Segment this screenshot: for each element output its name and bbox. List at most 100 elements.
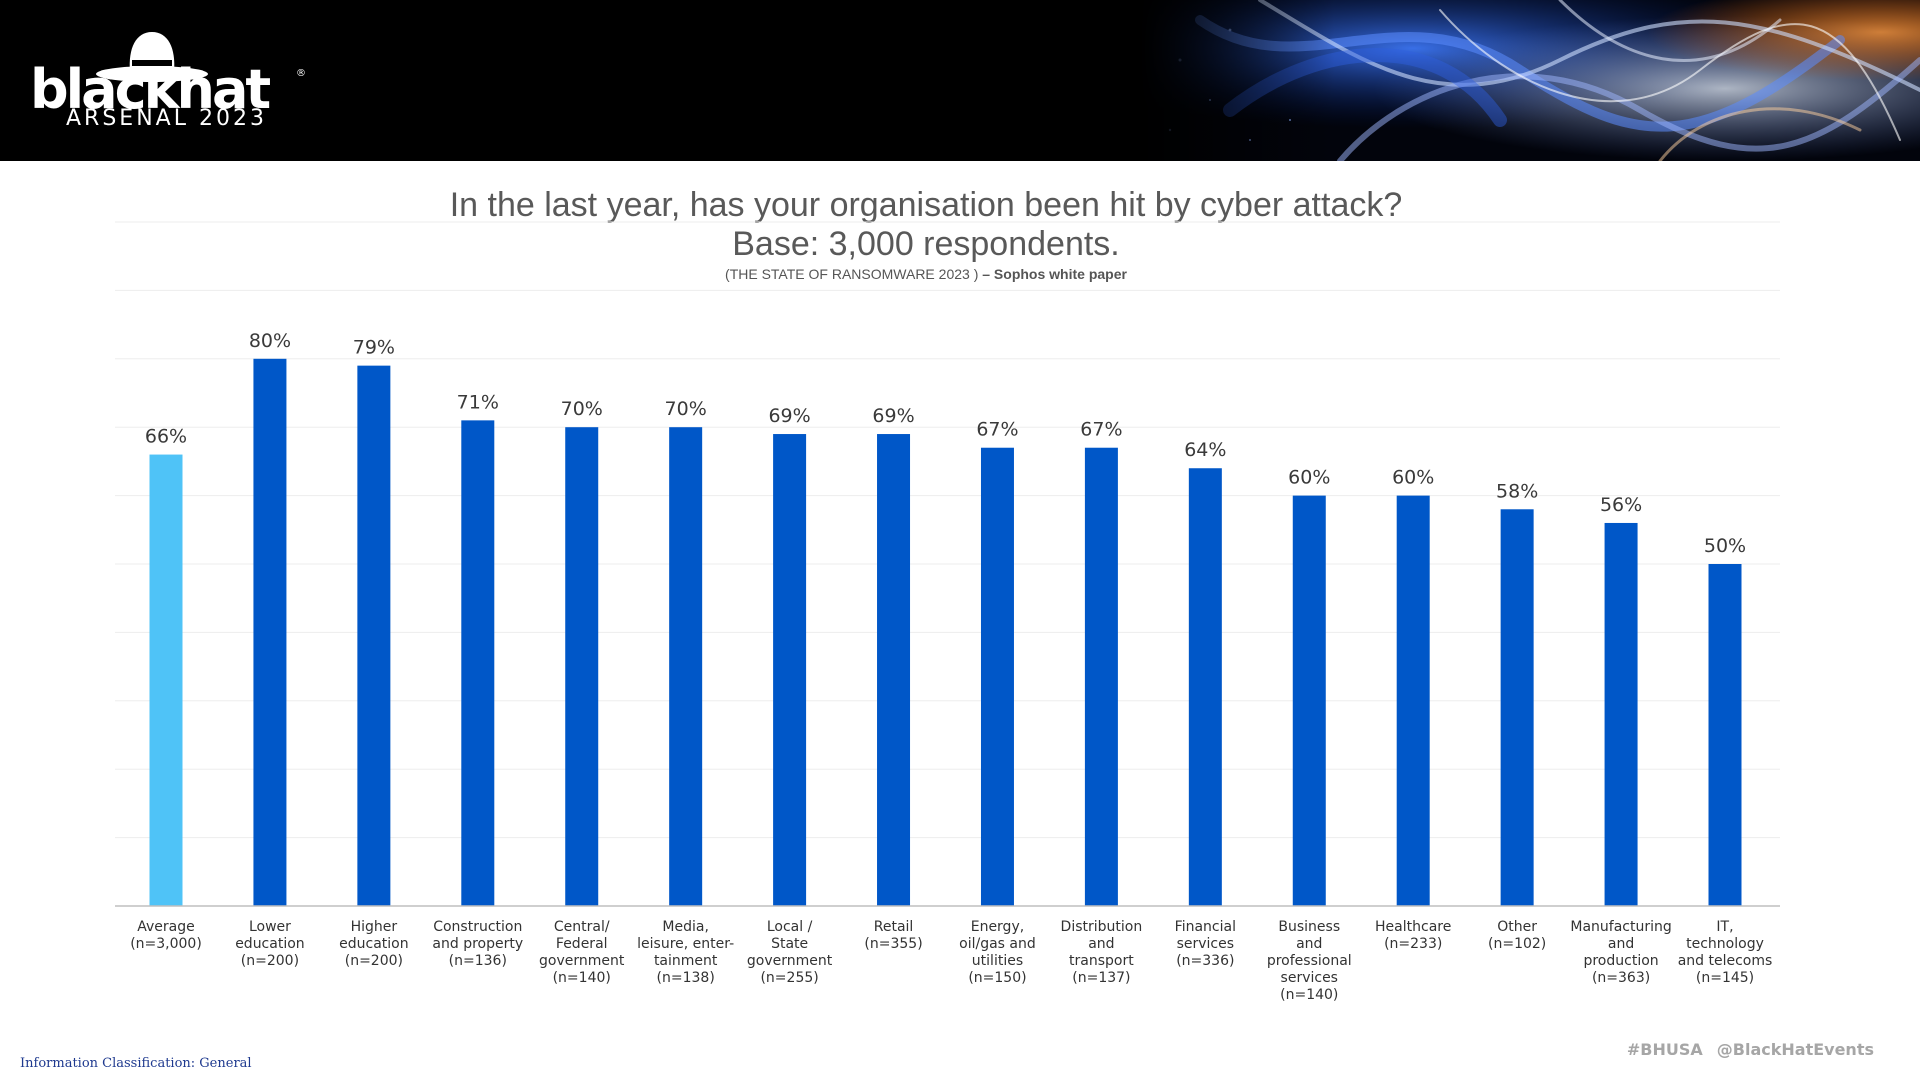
- category-label-line: (n=137): [1072, 970, 1130, 986]
- category-label-line: Financial: [1175, 919, 1236, 935]
- category-label-line: education: [339, 936, 408, 952]
- chart-category-labels: Average (n=3,000)Lower education (n=200)Hig…: [130, 919, 1772, 1003]
- category-label-line: Healthcare: [1375, 919, 1451, 935]
- bar: [357, 365, 391, 906]
- bar: [253, 358, 287, 906]
- category-label: Average (n=3,000): [130, 919, 202, 952]
- category-label: Financial services (n=336): [1175, 919, 1236, 969]
- category-label: Media, leisure, enter-tainment (n=138): [637, 919, 734, 986]
- category-label-line: utilities: [972, 953, 1023, 969]
- category-label-line: Other: [1497, 919, 1537, 935]
- category-label: Other (n=102): [1488, 919, 1546, 952]
- category-label: Lower education (n=200): [235, 919, 304, 969]
- category-label-line: government: [747, 953, 833, 969]
- bar: [1188, 468, 1222, 906]
- value-label: 80%: [249, 330, 291, 352]
- header-banner: blackhat ® ARSENAL 2023: [0, 0, 1920, 161]
- category-label-line: (n=200): [345, 953, 403, 969]
- value-label: 58%: [1496, 480, 1538, 502]
- chart-value-labels: 66% 80% 79% 71% 70% 70% 69% 69% 67% 67% 64% 60% 60% 5…: [145, 330, 1746, 557]
- category-label: Construction and property (n=136): [432, 919, 523, 969]
- category-label-line: leisure, enter-: [637, 936, 734, 952]
- category-label-line: services: [1281, 970, 1338, 986]
- bar: [1084, 447, 1118, 906]
- category-label-line: oil/gas and: [959, 936, 1036, 952]
- logo-wordmark: blackhat: [30, 58, 271, 121]
- hashtag: #BHUSA: [1626, 1040, 1703, 1059]
- value-label: 50%: [1704, 535, 1746, 557]
- category-label: Business and professional services (n=140): [1267, 919, 1352, 1003]
- category-label-line: transport: [1069, 953, 1134, 969]
- logo-subtitle: ARSENAL 2023: [66, 106, 267, 131]
- value-label: 56%: [1600, 494, 1642, 516]
- footer-social: #BHUSA @BlackHatEvents: [1613, 1040, 1874, 1060]
- value-label: 70%: [665, 398, 707, 420]
- category-label-line: (n=363): [1592, 970, 1650, 986]
- bar: [1708, 564, 1742, 906]
- category-label-line: (n=138): [657, 970, 715, 986]
- category-label: Retail (n=355): [864, 919, 922, 952]
- chart-source: (THE STATE OF RANSOMWARE 2023 ) – Sophos…: [0, 265, 1852, 283]
- value-label: 64%: [1184, 439, 1226, 461]
- bar: [1292, 495, 1326, 906]
- category-label-line: services: [1177, 936, 1234, 952]
- category-label: Manufacturing and production (n=363): [1570, 919, 1671, 986]
- bar: [149, 454, 183, 906]
- category-label-line: (n=150): [968, 970, 1026, 986]
- category-label-line: and: [1088, 936, 1114, 952]
- category-label-line: Higher: [351, 919, 398, 935]
- value-label: 67%: [976, 419, 1018, 441]
- category-label-line: Central/: [554, 919, 610, 935]
- category-label-line: and: [1608, 936, 1634, 952]
- category-label-line: professional: [1267, 953, 1352, 969]
- category-label-line: Manufacturing: [1570, 919, 1671, 935]
- value-label: 69%: [872, 405, 914, 427]
- category-label-line: Distribution: [1061, 919, 1143, 935]
- category-label: Central/Federal government (n=140): [539, 919, 625, 986]
- bar: [980, 447, 1014, 906]
- value-label: 70%: [561, 398, 603, 420]
- bar: [565, 427, 599, 906]
- chart-bars: [149, 358, 1742, 906]
- source-publisher: – Sophos white paper: [978, 266, 1127, 282]
- category-label-line: tainment: [654, 953, 718, 969]
- value-label: 60%: [1288, 467, 1330, 489]
- category-label-line: Business: [1278, 919, 1340, 935]
- category-label: Energy, oil/gas and utilities (n=150): [959, 919, 1036, 986]
- bar: [1500, 509, 1534, 906]
- category-label-line: Average: [137, 919, 195, 935]
- category-label-line: technology: [1686, 936, 1764, 952]
- category-label-line: education: [235, 936, 304, 952]
- twitter-handle: @BlackHatEvents: [1716, 1040, 1874, 1059]
- category-label-line: (n=355): [864, 936, 922, 952]
- category-label-line: Energy,: [971, 919, 1024, 935]
- source-report: (THE STATE OF RANSOMWARE 2023 ): [725, 266, 979, 282]
- value-label: 69%: [768, 405, 810, 427]
- value-label: 67%: [1080, 419, 1122, 441]
- bar: [877, 434, 911, 906]
- category-label-line: Retail: [874, 919, 914, 935]
- category-label-line: IT,: [1716, 919, 1733, 935]
- category-label-line: (n=140): [1280, 987, 1338, 1003]
- blackhat-logo: blackhat ® ARSENAL 2023: [30, 26, 320, 136]
- value-label: 60%: [1392, 467, 1434, 489]
- abstract-swirl-art: [1140, 0, 1920, 161]
- value-label: 71%: [457, 391, 499, 413]
- category-label-line: Lower: [249, 919, 291, 935]
- category-label-line: (n=136): [449, 953, 507, 969]
- chart-title-question: In the last year, has your organisation …: [449, 186, 1403, 224]
- information-classification: Information Classification: General: [20, 1056, 252, 1071]
- category-label: Local / State government (n=255): [747, 919, 833, 986]
- bar: [669, 427, 703, 906]
- bar: [1604, 522, 1638, 906]
- category-label: Healthcare (n=233): [1375, 919, 1451, 952]
- category-label-line: Federal: [556, 936, 608, 952]
- category-label-line: Construction: [433, 919, 522, 935]
- bar: [1396, 495, 1430, 906]
- category-label-line: State: [771, 936, 808, 952]
- category-label-line: (n=200): [241, 953, 299, 969]
- chart-title-base: Base: 3,000 respondents.: [732, 225, 1120, 263]
- category-label-line: production: [1583, 953, 1658, 969]
- logo-registered-mark: ®: [296, 68, 306, 79]
